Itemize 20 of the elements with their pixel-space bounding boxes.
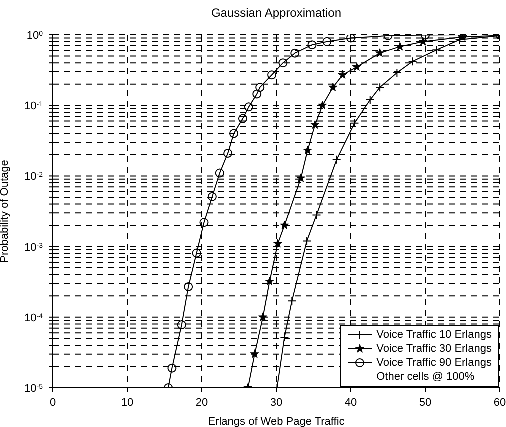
y-tick-label: 10$^{-5}$ [24,383,44,395]
y-tick-label: 10$^{-3}$ [24,242,44,254]
x-tick-label: 0 [50,397,56,409]
x-tick-label: 50 [419,397,432,409]
y-tick-label: 10$^{-1}$ [24,100,44,113]
y-axis-title: Probability of Outage [0,160,11,263]
legend-label: Voice Traffic 90 Erlangs [376,356,492,370]
x-tick-label: 30 [270,397,283,409]
legend-label: Voice Traffic 10 Erlangs [376,328,492,342]
y-tick-label: 10$^{0}$ [26,30,44,42]
x-axis-title: Erlangs of Web Page Traffic [208,416,346,427]
chart-title: Gaussian Approximation [210,6,343,20]
x-tick-label: 10 [121,397,134,409]
y-tick-label: 10$^{-2}$ [24,171,44,184]
annotation: Other cells @ 100% [376,370,476,384]
x-tick-label: 20 [196,397,208,409]
legend-label: Voice Traffic 30 Erlangs [376,342,492,356]
x-tick-label: 60 [494,397,506,409]
y-tick-label: 10$^{-4}$ [24,312,44,324]
x-tick-label: 40 [344,397,358,409]
